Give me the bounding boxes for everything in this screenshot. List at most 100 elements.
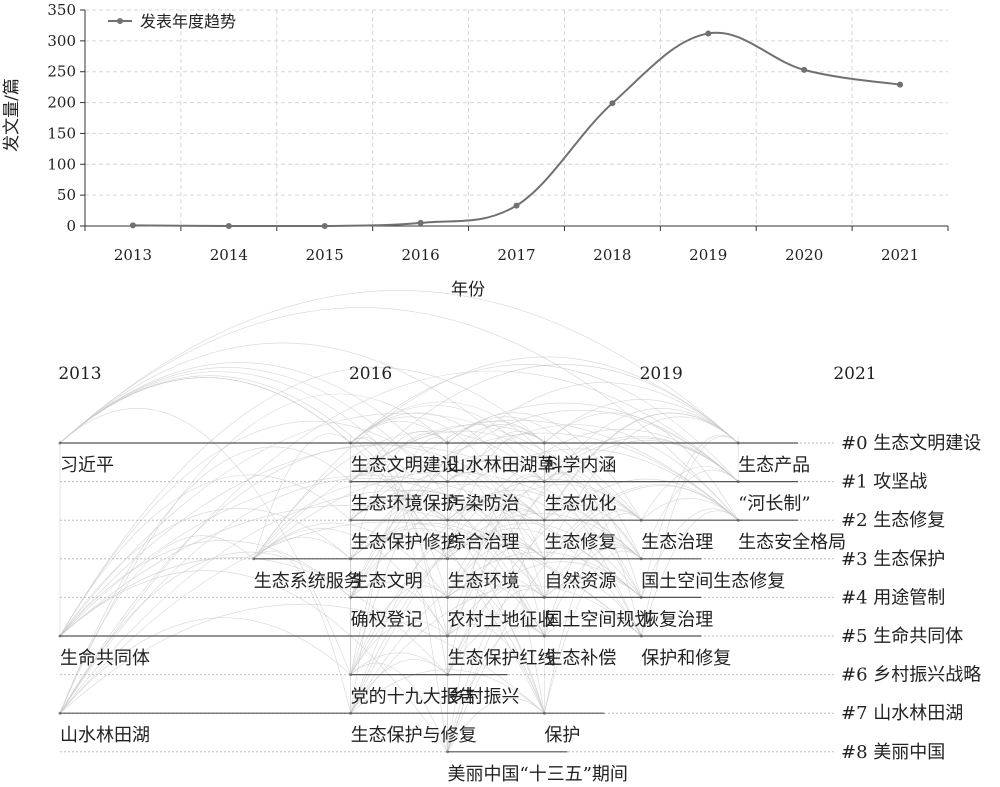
- legend-label: 发表年度趋势: [140, 12, 236, 31]
- keyword-label: 习近平: [60, 455, 114, 476]
- keyword-label: 保护和修复: [641, 648, 731, 669]
- co-occurrence-arc: [59, 408, 351, 675]
- cluster-label: #1 攻坚战: [841, 472, 927, 493]
- co-occurrence-arc: [447, 485, 739, 752]
- co-occurrence-arc: [350, 448, 739, 598]
- co-occurrence-arc: [59, 420, 448, 637]
- line-chart-legend: 发表年度趋势: [108, 12, 236, 31]
- keyword-label: 生态保护红线: [448, 648, 556, 669]
- keyword-label: 党的十九大报告: [351, 687, 477, 708]
- y-tick-label: 0: [66, 217, 76, 235]
- co-occurrence-arc: [544, 582, 642, 637]
- co-occurrence-arc: [59, 540, 351, 637]
- co-occurrence-arc: [447, 493, 642, 637]
- line-series: [129, 30, 904, 229]
- co-occurrence-arc: [350, 402, 739, 521]
- co-occurrence-arc: [59, 617, 351, 714]
- cluster-label: #4 用途管制: [841, 587, 945, 608]
- co-occurrence-arc: [350, 659, 448, 714]
- keyword-label: 恢复治理: [641, 609, 713, 630]
- keyword-label: 生态系统服务: [254, 571, 362, 592]
- co-occurrence-arc: [447, 561, 642, 637]
- y-tick-label: 300: [47, 32, 76, 50]
- co-occurrence-arc: [59, 412, 642, 637]
- co-occurrence-arc: [350, 364, 739, 482]
- co-occurrence-arc: [447, 626, 545, 752]
- co-occurrence-arc: [59, 521, 642, 714]
- keyword-label: 生态文明: [351, 571, 423, 592]
- co-occurrence-arc: [447, 489, 642, 598]
- co-occurrence-arc: [59, 508, 351, 637]
- timeline-cluster-labels: #0 生态文明建设 #1 攻坚战 #2 生态修复 #3 生态保护 #4 用途管制 #5 生…: [841, 433, 981, 763]
- cluster-label: #5 生命共同体: [841, 626, 963, 647]
- co-occurrence-arc: [253, 471, 642, 560]
- co-occurrence-arc: [59, 375, 545, 714]
- co-occurrence-arc: [447, 522, 642, 598]
- co-occurrence-arc: [59, 475, 642, 637]
- co-occurrence-arc: [350, 508, 448, 598]
- x-tick-label: 2018: [593, 246, 631, 264]
- y-axis-title: 发文量/篇: [2, 78, 22, 152]
- co-occurrence-arc: [350, 543, 448, 598]
- y-tick-label: 100: [47, 155, 76, 173]
- keyword-label: 生态优化: [544, 494, 616, 515]
- co-occurrence-arc: [350, 424, 545, 675]
- co-occurrence-arc: [350, 455, 545, 598]
- keyword-label: 生态安全格局: [738, 532, 846, 553]
- co-occurrence-arc: [640, 434, 739, 598]
- co-occurrence-arc: [59, 444, 545, 714]
- x-axis-tick-labels: 2013 2014 2015 2016 2017 2018 2019 2020 2021: [114, 246, 919, 264]
- data-point-marker: [513, 202, 520, 209]
- keyword-label: 生态治理: [641, 532, 713, 553]
- data-point-marker: [321, 223, 328, 229]
- co-occurrence-arc: [640, 469, 739, 559]
- co-occurrence-arc: [447, 510, 545, 637]
- keyword-label: 国土空间规划: [544, 609, 652, 630]
- co-occurrence-arc: [59, 362, 545, 598]
- co-occurrence-arc: [253, 430, 545, 559]
- co-occurrence-arc: [350, 471, 448, 598]
- timeline-year-label: 2019: [640, 364, 683, 384]
- co-occurrence-arc: [447, 528, 642, 637]
- co-occurrence-arc: [350, 410, 739, 559]
- co-occurrence-arc: [350, 478, 642, 675]
- co-occurrence-arc: [447, 471, 545, 598]
- co-occurrence-arc: [59, 604, 545, 714]
- co-occurrence-arc: [641, 498, 739, 521]
- keyword-label: 保护: [544, 725, 580, 746]
- co-occurrence-arc: [350, 421, 448, 444]
- co-occurrence-arc: [447, 508, 545, 598]
- co-occurrence-arc: [447, 697, 545, 752]
- keyword-label: 生态保护修护: [351, 532, 459, 553]
- data-point-marker: [801, 66, 808, 73]
- co-occurrence-arc: [640, 466, 739, 521]
- data-point-marker: [417, 219, 424, 226]
- keyword-label: 山水林田湖: [60, 725, 150, 746]
- co-occurrence-arc: [447, 587, 545, 714]
- timeline-year-label: 2016: [349, 364, 392, 384]
- co-occurrence-arc: [544, 399, 739, 444]
- keyword-label: 生态保护与修复: [351, 725, 477, 746]
- co-occurrence-arc: [447, 408, 739, 675]
- co-occurrence-arc: [544, 508, 642, 598]
- co-occurrence-arc: [544, 416, 739, 559]
- co-occurrence-arc: [253, 484, 448, 559]
- co-occurrence-arc: [253, 356, 739, 559]
- keyword-label: 确权登记: [351, 609, 423, 630]
- co-occurrence-arc: [59, 444, 642, 637]
- x-tick-label: 2016: [402, 246, 440, 264]
- keyword-label: 生态产品: [738, 455, 810, 476]
- co-occurrence-arc: [350, 662, 448, 752]
- co-occurrence-arc: [59, 393, 448, 714]
- co-occurrence-arc: [447, 620, 545, 675]
- data-point-marker: [609, 100, 616, 107]
- co-occurrence-arc: [59, 377, 448, 559]
- keyword-label: 国土空间生态修复: [641, 571, 785, 592]
- co-occurrence-arc: [253, 419, 739, 560]
- co-occurrence-arc: [253, 522, 448, 598]
- cluster-label: #8 美丽中国: [841, 742, 945, 763]
- keyword-label: 综合治理: [448, 532, 520, 553]
- co-occurrence-arcs: [59, 290, 739, 752]
- timeline-year-label: 2021: [833, 364, 876, 384]
- co-occurrence-arc: [350, 513, 642, 675]
